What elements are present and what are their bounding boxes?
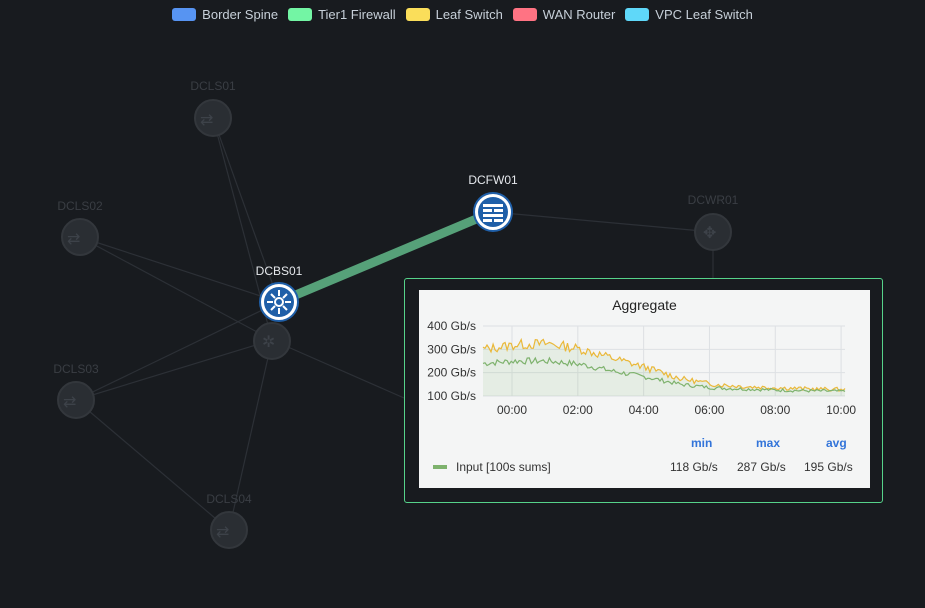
legend-swatch bbox=[512, 8, 537, 21]
y-tick-label: 400 Gb/s bbox=[427, 320, 476, 333]
x-tick-label: 08:00 bbox=[760, 403, 790, 417]
switch-icon: ⇄ bbox=[67, 231, 80, 248]
node-label: DCLS03 bbox=[53, 362, 99, 376]
node-dcls03[interactable]: ⇄ DCLS03 bbox=[53, 362, 99, 419]
legend-item-border-spine[interactable]: Border Spine bbox=[172, 7, 278, 22]
legend-label: VPC Leaf Switch bbox=[655, 7, 753, 22]
stats-header-min: min bbox=[691, 436, 713, 450]
router-icon: ✥ bbox=[703, 225, 716, 242]
series-line-input bbox=[482, 356, 846, 393]
series-legend[interactable]: Input [100s sums] bbox=[433, 460, 551, 474]
aggregate-panel: Aggregate 400 Gb/s 300 Gb/s 200 Gb/s 100 Gb… bbox=[419, 290, 870, 488]
y-tick-label: 300 Gb/s bbox=[427, 342, 476, 356]
legend: Border Spine Tier1 Firewall Leaf Switch … bbox=[0, 7, 925, 22]
x-tick-label: 10:00 bbox=[826, 403, 856, 417]
legend-swatch bbox=[405, 8, 430, 21]
legend-swatch bbox=[625, 8, 650, 21]
stats-header-avg: avg bbox=[826, 436, 847, 450]
node-label: DCWR01 bbox=[688, 193, 739, 207]
legend-label: WAN Router bbox=[542, 7, 616, 22]
series-line-2 bbox=[482, 337, 846, 393]
switch-icon: ⇄ bbox=[200, 112, 213, 129]
node-label: DCBS01 bbox=[256, 264, 303, 278]
y-tick-label: 100 Gb/s bbox=[427, 389, 476, 403]
legend-item-wan-router[interactable]: WAN Router bbox=[512, 7, 616, 22]
stats-header-max: max bbox=[756, 436, 781, 450]
stat-min: 118 Gb/s bbox=[670, 460, 718, 474]
legend-item-tier1-firewall[interactable]: Tier1 Firewall bbox=[288, 7, 396, 22]
node-dcwr01[interactable]: ✥ DCWR01 bbox=[688, 193, 739, 251]
panel-title: Aggregate bbox=[612, 297, 677, 313]
firewall-icon bbox=[483, 204, 503, 222]
x-tick-label: 00:00 bbox=[497, 403, 527, 417]
node-dcfw01[interactable]: DCFW01 bbox=[468, 173, 518, 232]
legend-swatch bbox=[288, 8, 313, 21]
spine-icon: ✲ bbox=[262, 334, 275, 351]
node-dcbs01[interactable]: DCBS01 bbox=[256, 264, 303, 322]
node-label: DCLS01 bbox=[190, 79, 236, 93]
series-color-line bbox=[433, 465, 447, 469]
legend-swatch bbox=[172, 8, 197, 21]
node-label: DCFW01 bbox=[468, 173, 518, 187]
legend-label: Tier1 Firewall bbox=[318, 7, 396, 22]
switch-icon: ⇄ bbox=[216, 524, 229, 541]
node-label: DCLS04 bbox=[206, 492, 252, 506]
node-dcls04[interactable]: ⇄ DCLS04 bbox=[206, 492, 252, 549]
spine-switch-icon bbox=[267, 290, 291, 314]
legend-item-leaf-switch[interactable]: Leaf Switch bbox=[405, 7, 503, 22]
series-area bbox=[483, 339, 845, 396]
switch-icon: ⇄ bbox=[63, 394, 76, 411]
series-legend-label: Input [100s sums] bbox=[456, 460, 551, 474]
y-tick-label: 200 Gb/s bbox=[427, 366, 476, 380]
stat-max: 287 Gb/s bbox=[737, 460, 786, 474]
node-dcls01[interactable]: ⇄ DCLS01 bbox=[190, 79, 236, 137]
active-link-dcbs01-dcfw01[interactable] bbox=[274, 207, 498, 307]
stat-avg: 195 Gb/s bbox=[804, 460, 853, 474]
node-dcls02[interactable]: ⇄ DCLS02 bbox=[57, 199, 103, 256]
link-tooltip: Aggregate 400 Gb/s 300 Gb/s 200 Gb/s 100 Gb… bbox=[404, 278, 883, 503]
node-hidden-spine[interactable]: ✲ bbox=[253, 322, 291, 360]
legend-item-vpc-leaf-switch[interactable]: VPC Leaf Switch bbox=[625, 7, 753, 22]
x-tick-label: 02:00 bbox=[563, 403, 593, 417]
legend-label: Border Spine bbox=[202, 7, 279, 22]
legend-label: Leaf Switch bbox=[435, 7, 503, 22]
x-tick-label: 06:00 bbox=[694, 403, 724, 417]
x-tick-label: 04:00 bbox=[629, 403, 659, 417]
aggregate-chart: 400 Gb/s 300 Gb/s 200 Gb/s 100 Gb/s 00:00 02… bbox=[427, 320, 856, 417]
node-label: DCLS02 bbox=[57, 199, 103, 213]
